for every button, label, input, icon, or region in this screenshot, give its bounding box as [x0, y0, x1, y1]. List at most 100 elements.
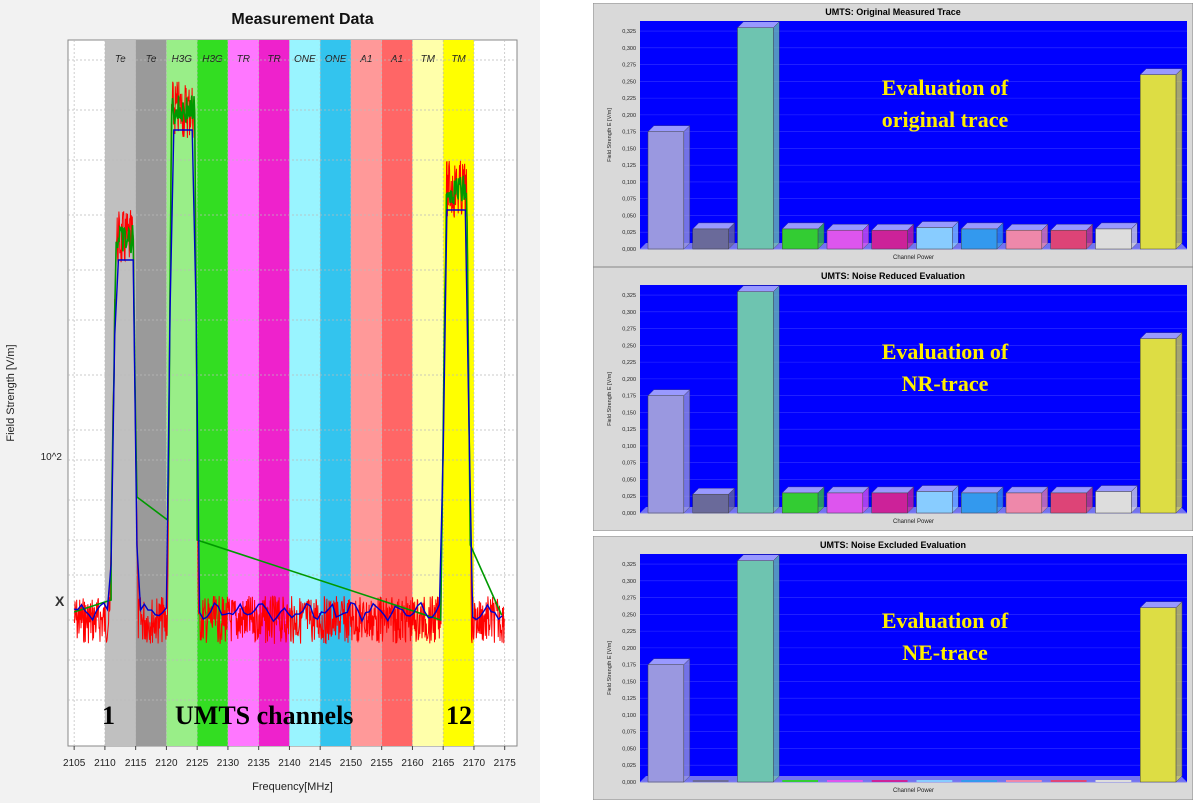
y-tick-label: 0,125: [622, 163, 636, 169]
channel-band-label: Te: [146, 54, 157, 65]
bar-top: [871, 223, 915, 231]
y-tick-label: 0,225: [622, 629, 636, 635]
bar-front: [782, 492, 819, 514]
y-tick-label: 0,075: [622, 197, 636, 203]
x-tick-label: 2155: [371, 758, 394, 769]
bar: [782, 780, 819, 782]
channel-band-label: TM: [421, 54, 436, 65]
y-axis-label: Field Strength [V/m]: [5, 344, 17, 441]
y-tick-label: 0,025: [622, 494, 636, 500]
bar-front: [1140, 74, 1177, 250]
x-tick-label: 2105: [63, 758, 86, 769]
bar-front: [782, 780, 819, 782]
x-tick-label: 2135: [248, 758, 271, 769]
bar: [826, 223, 870, 250]
annotation-channel-12: 12: [446, 701, 472, 730]
y-tick-label: 0,050: [622, 746, 636, 752]
x-tick-label: 2160: [401, 758, 424, 769]
bar-top: [960, 486, 1004, 494]
x-tick-label: 2120: [155, 758, 178, 769]
bar-front: [827, 780, 863, 782]
bar-side: [773, 554, 780, 783]
bar: [692, 487, 736, 514]
bar-side: [773, 21, 780, 250]
marker-x-label: X: [55, 593, 65, 609]
channel-band: [197, 40, 228, 746]
bar-top: [1050, 223, 1094, 231]
bar-front: [1006, 780, 1042, 782]
bar: [1050, 486, 1094, 514]
trace-blue: [74, 129, 503, 623]
measurement-data-chart: Te Te H3G H3G TR TR ONE ONE A1 A1 TM TM 2105 2110 2115…: [0, 0, 540, 803]
bar-side: [1175, 601, 1183, 783]
bar-front: [916, 780, 953, 782]
y-tick-label: 0,050: [622, 213, 636, 219]
bar-top: [1094, 222, 1138, 230]
x-tick-label: 2150: [340, 758, 363, 769]
x-tick-label: 2175: [494, 758, 517, 769]
x-tick-label: 2170: [463, 758, 486, 769]
bar-chart-title: UMTS: Original Measured Trace: [825, 7, 961, 17]
bar: [1094, 484, 1138, 514]
bar-top: [647, 389, 691, 396]
bar-front: [737, 27, 774, 250]
bar-top: [692, 222, 736, 230]
bar-front: [916, 227, 953, 250]
bar: [871, 223, 915, 250]
bar-front: [1005, 229, 1043, 250]
y-tick-label: 0,300: [622, 46, 636, 52]
bar-top: [736, 21, 780, 28]
plot-background: [640, 285, 1187, 513]
bar-front: [647, 664, 685, 783]
bar-chart-noise-excluded: UMTS: Noise Excluded Evaluation 0,000 0,02…: [593, 536, 1193, 800]
bar: [1094, 222, 1138, 250]
channel-band-label: H3G: [172, 54, 193, 65]
y-tick-label: 0,250: [622, 79, 636, 85]
bar-chart-original-svg: UMTS: Original Measured Trace 0,000 0,025 0…: [593, 3, 1193, 267]
bar-top: [1139, 332, 1183, 339]
y-tick-label: 0,050: [622, 477, 636, 483]
bar-front: [692, 493, 729, 514]
bar: [871, 780, 908, 782]
bar: [827, 780, 863, 782]
bar-side: [1175, 332, 1183, 514]
bar-front: [826, 492, 864, 514]
bar: [1139, 68, 1183, 250]
bar: [826, 486, 870, 514]
y-tick-label: 0,000: [622, 780, 636, 786]
y-axis-label: Field Strength E [V/m]: [607, 372, 613, 426]
bar-top: [1005, 223, 1049, 231]
bar: [871, 486, 915, 514]
y-tick-label: 0,325: [622, 293, 636, 299]
bar-chart-original: UMTS: Original Measured Trace 0,000 0,025 0…: [593, 3, 1193, 267]
bar-front: [1095, 780, 1132, 782]
channel-band-label: TR: [237, 54, 250, 65]
bar-side: [683, 125, 691, 250]
y-axis-label: Field Strength E [V/m]: [607, 641, 613, 695]
bar: [915, 484, 959, 514]
y-tick-label: 10^2: [41, 452, 63, 463]
bar-chart-title: UMTS: Noise Excluded Evaluation: [820, 540, 966, 550]
y-tick-label: 0,000: [622, 247, 636, 253]
x-axis-label: Channel Power: [893, 788, 934, 794]
bar: [1005, 223, 1049, 250]
bar: [781, 222, 825, 250]
channel-band: [289, 40, 321, 746]
bar-top: [915, 485, 959, 492]
y-tick-label: 0,250: [622, 612, 636, 618]
trace-green: [73, 95, 503, 622]
channel-band: [412, 40, 444, 746]
x-tick-label: 2130: [217, 758, 240, 769]
y-tick-label: 0,100: [622, 444, 636, 450]
bar: [647, 658, 691, 783]
bar: [915, 220, 959, 250]
channel-band-label: A1: [359, 54, 372, 65]
measurement-data-svg: Te Te H3G H3G TR TR ONE ONE A1 A1 TM TM 2105 2110 2115…: [0, 0, 540, 803]
bar: [692, 780, 729, 782]
bar-top: [1139, 68, 1183, 75]
bar-front: [1005, 492, 1043, 514]
x-tick-label: 2165: [432, 758, 455, 769]
bar-side: [683, 389, 691, 514]
bar: [1006, 780, 1042, 782]
bar-top: [1139, 601, 1183, 608]
